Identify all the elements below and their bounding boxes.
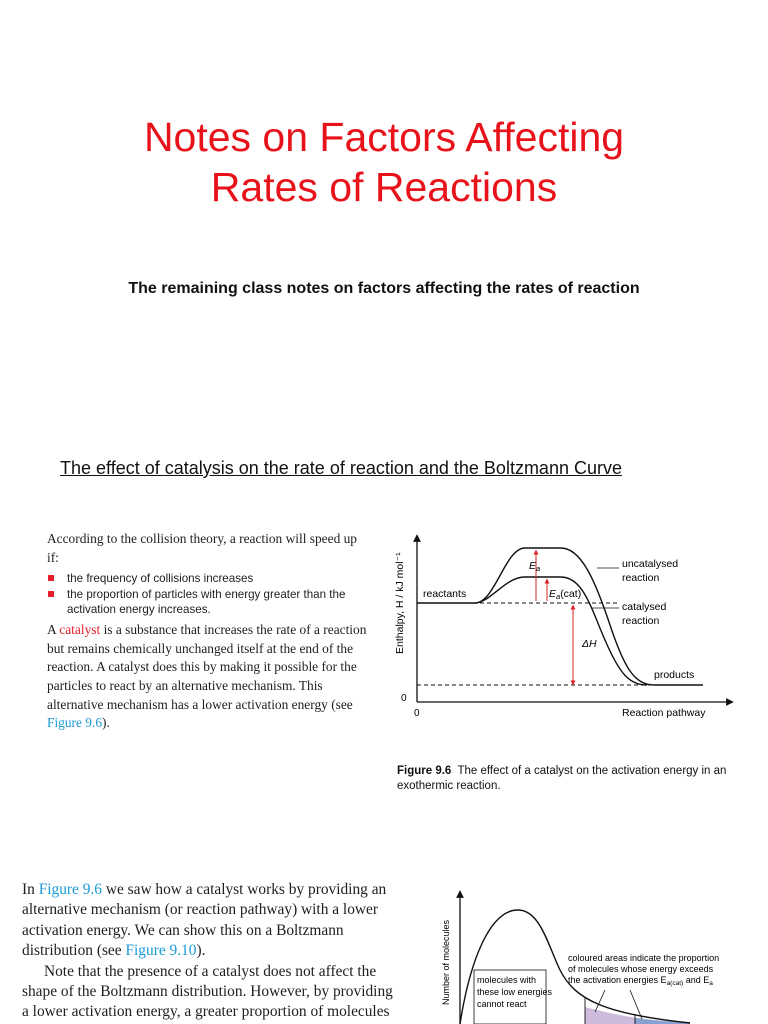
bullet-item: the proportion of particles with energy … bbox=[47, 587, 367, 617]
boltzmann-diagram: Number of molecules molecules with these … bbox=[441, 890, 719, 1024]
note-pointer-1 bbox=[594, 989, 606, 1013]
x-axis-label: Reaction pathway bbox=[622, 707, 706, 719]
boltzmann-curve bbox=[459, 909, 691, 1024]
reactants-label: reactants bbox=[423, 588, 466, 600]
collision-theory-text: According to the collision theory, a rea… bbox=[47, 530, 367, 733]
origin-x-label: 0 bbox=[414, 708, 420, 719]
low-energy-note-box bbox=[473, 969, 547, 1024]
bullet-square-icon bbox=[48, 591, 54, 598]
bullet-item: the frequency of collisions increases bbox=[47, 571, 367, 586]
origin-y-label: 0 bbox=[401, 693, 407, 704]
title-line-2: Rates of Reactions bbox=[210, 164, 558, 210]
figure-9-6-link[interactable]: Figure 9.6 bbox=[47, 715, 103, 731]
boltzmann-y-axis-label: Number of molecules bbox=[441, 919, 451, 1005]
collision-bullet-list: the frequency of collisions increases th… bbox=[47, 571, 367, 617]
catalysed-curve bbox=[474, 576, 648, 686]
figure-9-6-link-2[interactable]: Figure 9.6 bbox=[38, 881, 102, 898]
section-heading: The effect of catalysis on the rate of r… bbox=[60, 458, 622, 478]
boltzmann-paragraph-1: In Figure 9.6 we saw how a catalyst work… bbox=[22, 881, 387, 960]
energy-profile-diagram: Enthalpy, H / kJ mol⁻¹ 0 0 Reaction path… bbox=[394, 534, 734, 719]
title-line-1: Notes on Factors Affecting bbox=[143, 114, 625, 160]
page-subtitle: The remaining class notes on factors aff… bbox=[128, 280, 640, 297]
low-energy-note: molecules with these low energies cannot r… bbox=[477, 975, 553, 1009]
uncatalysed-curve bbox=[417, 547, 703, 686]
boltzmann-text: In Figure 9.6 we saw how a catalyst work… bbox=[22, 880, 402, 1023]
catalyst-keyword: catalyst bbox=[59, 622, 101, 638]
y-axis-label: Enthalpy, H / kJ mol⁻¹ bbox=[394, 552, 406, 654]
ea-cat-label: Ea(cat) bbox=[549, 588, 581, 601]
note-pointer-2 bbox=[629, 989, 643, 1020]
uncatalysed-shaded-area bbox=[635, 1018, 690, 1024]
delta-h-label: ΔH bbox=[581, 638, 597, 650]
page-title: Notes on Factors Affecting Rates of Reac… bbox=[0, 112, 768, 212]
catalyst-definition: A catalyst is a substance that increases… bbox=[47, 622, 367, 731]
products-label: products bbox=[654, 669, 694, 681]
boltzmann-paragraph-2: Note that the presence of a catalyst doe… bbox=[22, 962, 393, 1021]
catalysed-label: catalysed reaction bbox=[622, 601, 667, 627]
figure-9-6-caption: Figure 9.6 The effect of a catalyst on t… bbox=[397, 765, 727, 792]
ea-label: Ea bbox=[529, 560, 540, 573]
caption-label: Figure 9.6 bbox=[397, 765, 452, 777]
catalysed-shaded-area bbox=[585, 1007, 690, 1024]
figure-9-10-link[interactable]: Figure 9.10 bbox=[125, 942, 197, 960]
collision-intro: According to the collision theory, a rea… bbox=[47, 531, 358, 565]
bullet-square-icon bbox=[48, 575, 54, 582]
coloured-areas-note: coloured areas indicate the proportion of… bbox=[568, 953, 719, 987]
uncatalysed-label: uncatalysed reaction bbox=[622, 558, 678, 584]
